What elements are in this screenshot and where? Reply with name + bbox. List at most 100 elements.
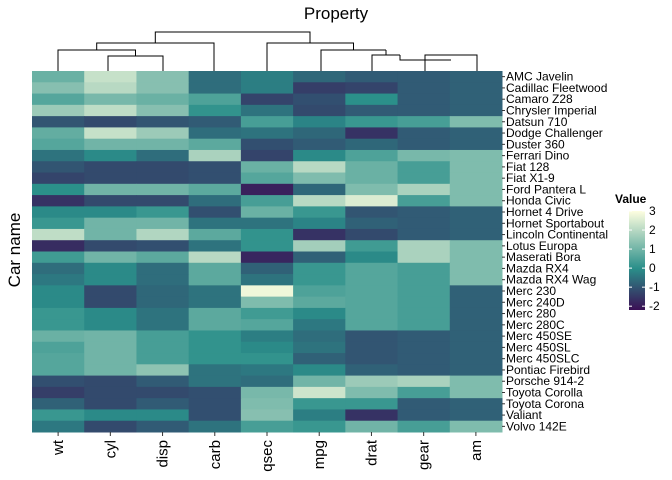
heatmap-cell [32, 274, 85, 286]
heatmap-cell [240, 285, 294, 298]
row-label: Fiat X1-9 [506, 171, 555, 185]
row-label: Merc 450SLC [506, 352, 580, 366]
heatmap-cell [84, 353, 137, 365]
heatmap-cell [188, 183, 242, 196]
heatmap-cell [449, 420, 503, 433]
heatmap-cell [188, 240, 242, 252]
heatmap-cell [136, 127, 190, 140]
heatmap-cell [32, 93, 85, 106]
heatmap-cell [240, 71, 294, 83]
heatmap-cell [397, 364, 451, 377]
heatmap-cell [136, 138, 190, 151]
heatmap-cell [136, 364, 190, 377]
heatmap-cell [188, 195, 242, 207]
heatmap-cell [240, 330, 294, 343]
chart-title: Property [303, 4, 369, 23]
row-label: Merc 230 [506, 284, 556, 298]
heatmap-cell [293, 364, 346, 377]
heatmap-cell [32, 161, 85, 174]
heatmap-cell [32, 127, 85, 140]
heatmap-cell [32, 71, 85, 83]
heatmap-cell [136, 296, 190, 309]
heatmap-cell [397, 217, 451, 230]
heatmap-cell [449, 217, 503, 230]
heatmap-cell [449, 386, 503, 399]
heatmap-cell [345, 319, 399, 331]
legend-title: Value [615, 192, 647, 206]
heatmap-cell [84, 364, 137, 377]
legend-tick-label: -1 [649, 280, 660, 294]
heatmap-cell [449, 330, 503, 343]
heatmap-cell [397, 116, 451, 128]
heatmap-cell [84, 307, 137, 320]
heatmap-cell [345, 228, 399, 241]
heatmap-cell [449, 82, 503, 95]
heatmap-cell [136, 228, 190, 241]
heatmap-cell [293, 285, 346, 298]
heatmap-cell [449, 149, 503, 162]
heatmap-cell [449, 71, 503, 83]
heatmap-cell [188, 409, 242, 422]
heatmap-cell [345, 364, 399, 377]
heatmap-cell [293, 409, 346, 422]
column-label: drat [363, 439, 380, 466]
row-label: Toyota Corona [506, 397, 584, 411]
heatmap-cell [32, 104, 85, 117]
heatmap-cell [240, 82, 294, 95]
heatmap-cell [345, 104, 399, 117]
heatmap-cell [188, 82, 242, 95]
heatmap-cell [188, 285, 242, 298]
heatmap-cell [188, 161, 242, 174]
heatmap-cell [345, 172, 399, 185]
heatmap-cell [32, 228, 85, 241]
heatmap-cell [136, 262, 190, 275]
heatmap-cell [32, 330, 85, 343]
heatmap-cell [136, 172, 190, 185]
heatmap-cell [449, 364, 503, 377]
heatmap-cell [188, 206, 242, 219]
heatmap-cell [240, 364, 294, 377]
heatmap-cell [188, 353, 242, 365]
row-label: Fiat 128 [506, 160, 550, 174]
heatmap-cell [240, 93, 294, 106]
heatmap-cell [293, 330, 346, 343]
heatmap-cell [345, 217, 399, 230]
heatmap-cell [345, 262, 399, 275]
heatmap-cell [397, 206, 451, 219]
heatmap-cell [188, 307, 242, 320]
heatmap-cell [293, 228, 346, 241]
row-label: Lincoln Continental [506, 228, 608, 242]
heatmap-cell [293, 172, 346, 185]
heatmap-cell [188, 93, 242, 106]
column-label: gear [416, 440, 433, 470]
heatmap-cell [293, 375, 346, 388]
heatmap-cell [397, 353, 451, 365]
heatmap-cell [345, 420, 399, 433]
heatmap-cell [449, 274, 503, 286]
heatmap-cell [293, 353, 346, 365]
heatmap-cell [397, 420, 451, 433]
heatmap-cell [449, 240, 503, 252]
column-labels: wt cyl disp carb qsec mpg drat gear am [50, 432, 485, 472]
heatmap-cell [136, 161, 190, 174]
heatmap-cell [449, 319, 503, 331]
heatmap-cell [136, 206, 190, 219]
heatmap-cell [293, 149, 346, 162]
row-label: Merc 450SE [506, 329, 572, 343]
heatmap-cell [345, 183, 399, 196]
heatmap-cell [293, 116, 346, 128]
heatmap-cell [345, 386, 399, 399]
heatmap-cell [84, 409, 137, 422]
heatmap-cell [32, 138, 85, 151]
column-label: carb [207, 440, 224, 469]
row-label: Dodge Challenger [506, 126, 603, 140]
heatmap-cell [345, 206, 399, 219]
heatmap-cell [32, 251, 85, 264]
heatmap-cell [84, 375, 137, 388]
heatmap-cell [32, 364, 85, 377]
heatmap-cell [136, 104, 190, 117]
heatmap-cell [136, 285, 190, 298]
heatmap-cell [397, 195, 451, 207]
